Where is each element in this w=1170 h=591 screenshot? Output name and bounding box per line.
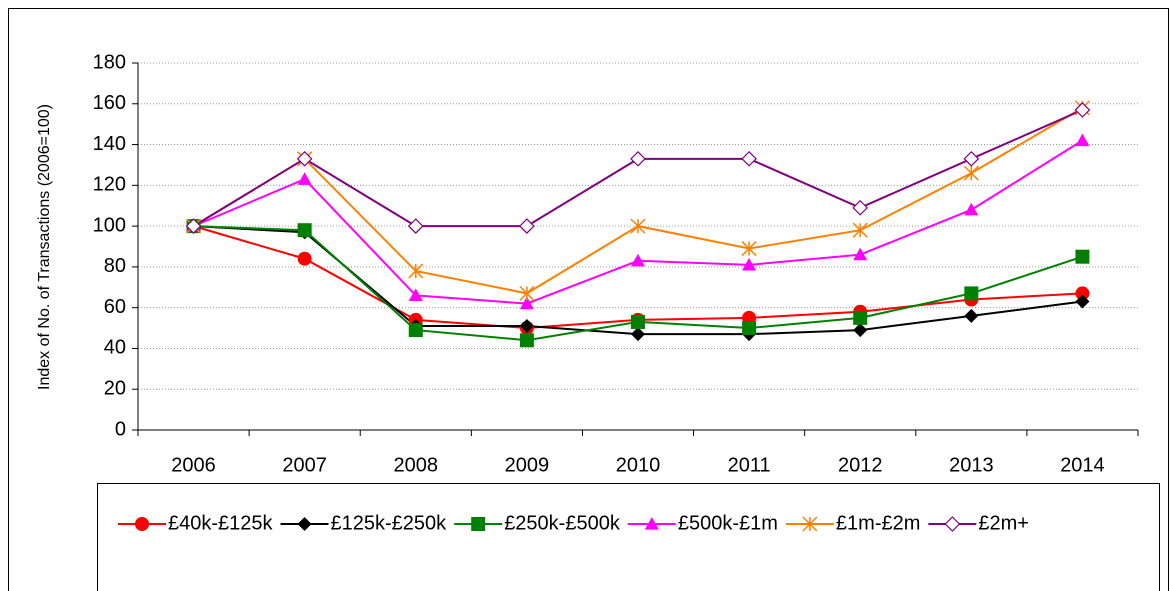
marker (297, 517, 312, 531)
x-tick-label: 2006 (171, 454, 216, 476)
y-tick-label: 100 (93, 214, 126, 236)
y-axis-label: Index of No. of Transactions (2006=100) (36, 104, 53, 390)
x-tick-label: 2014 (1060, 454, 1105, 476)
marker (471, 517, 486, 531)
marker (944, 516, 961, 532)
marker (1074, 102, 1091, 118)
x-tick-label: 2007 (282, 454, 327, 476)
legend-label: £1m-£2m (836, 512, 920, 534)
marker (631, 327, 645, 342)
legend-label: £2m+ (978, 512, 1029, 534)
x-tick-label: 2013 (949, 454, 994, 476)
y-tick-label: 60 (104, 296, 126, 318)
marker (742, 257, 757, 271)
marker (408, 323, 423, 338)
marker (185, 218, 202, 234)
marker (741, 150, 757, 167)
marker (741, 241, 757, 257)
x-tick-label: 2008 (394, 454, 439, 476)
marker (519, 319, 534, 334)
y-tick-label: 180 (93, 51, 126, 73)
marker (853, 247, 868, 261)
marker (631, 253, 645, 267)
y-tick-label: 160 (93, 92, 126, 114)
marker (964, 308, 979, 323)
marker (1075, 286, 1090, 301)
y-tick-label: 80 (104, 255, 126, 277)
marker (408, 263, 424, 279)
marker (631, 314, 645, 329)
marker (964, 202, 979, 216)
y-tick-label: 40 (104, 337, 126, 359)
marker (963, 150, 980, 167)
marker (1075, 294, 1090, 309)
marker (297, 223, 312, 238)
marker (1075, 249, 1090, 264)
y-tick-label: 20 (104, 378, 126, 400)
marker (644, 517, 659, 530)
x-tick-label: 2012 (838, 454, 883, 476)
marker (407, 218, 424, 234)
x-tick-label: 2010 (616, 454, 661, 476)
marker (519, 296, 534, 310)
marker (297, 251, 312, 266)
x-tick-label: 2009 (505, 454, 550, 476)
marker (853, 323, 868, 338)
marker (742, 321, 757, 336)
marker (296, 150, 313, 167)
marker (852, 222, 868, 238)
legend-label: £125k-£250k (331, 512, 448, 534)
marker (964, 286, 979, 301)
marker (519, 285, 535, 301)
legend-label: £250k-£500k (504, 512, 621, 534)
legend-box (97, 483, 1160, 591)
marker (963, 165, 979, 181)
legend-label: £40k-£125k (168, 512, 274, 534)
marker (519, 218, 535, 234)
marker (519, 333, 534, 348)
marker (135, 517, 149, 531)
marker (1075, 133, 1090, 147)
legend-label: £500k-£1m (678, 512, 778, 534)
marker (408, 288, 423, 302)
y-tick-label: 0 (115, 418, 126, 440)
marker (853, 310, 868, 325)
marker (852, 199, 869, 216)
x-tick-label: 2011 (728, 454, 771, 476)
marker (802, 516, 818, 532)
marker (630, 150, 646, 167)
marker (297, 172, 312, 185)
marker (630, 218, 646, 234)
y-tick-label: 140 (93, 133, 126, 155)
y-tick-label: 120 (93, 174, 126, 196)
